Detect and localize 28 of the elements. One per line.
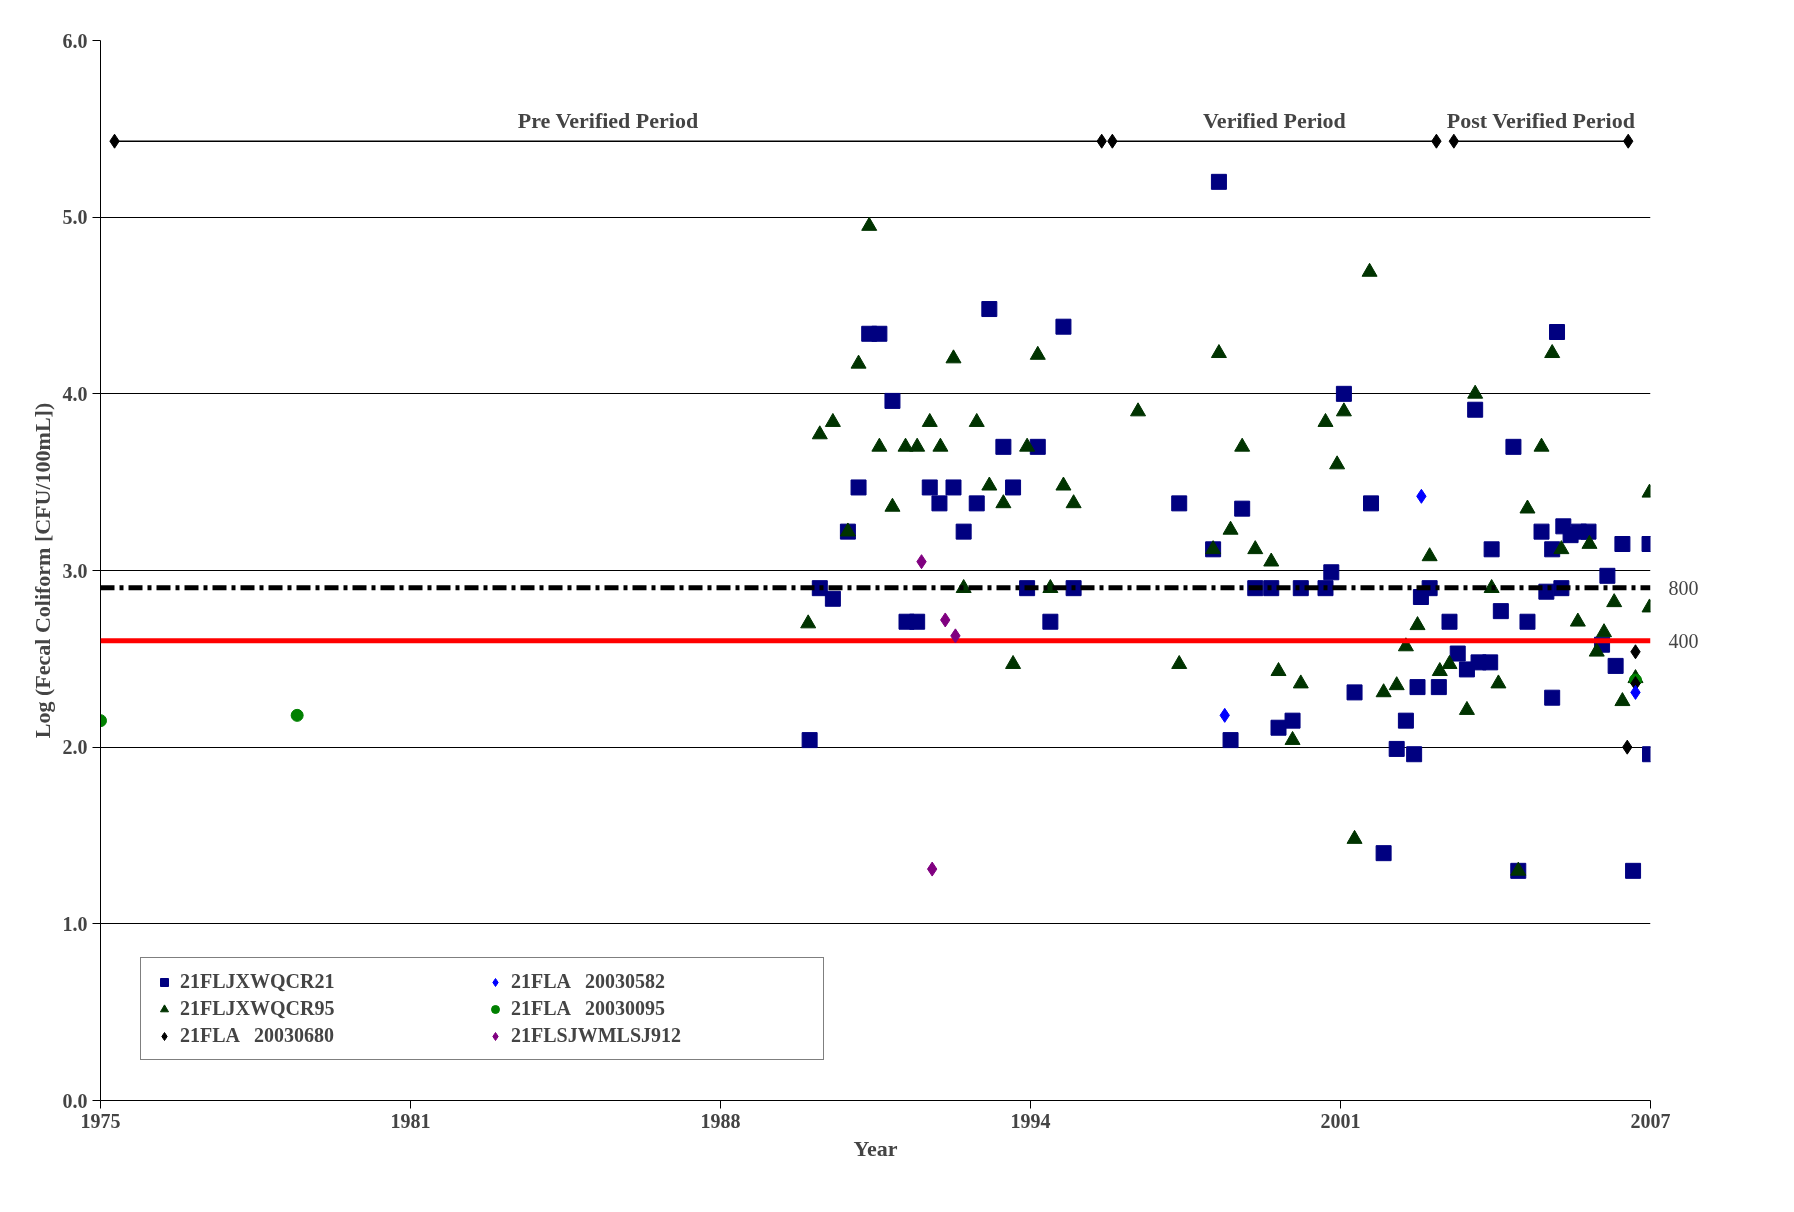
x-axis-title: Year	[853, 1135, 898, 1161]
annotation: Verified Period	[1203, 108, 1346, 134]
y-tick-label: 6.0	[62, 29, 88, 52]
point	[290, 708, 304, 722]
legend-label: 21FLJXWQCR21	[180, 970, 336, 993]
y-tick-label: 0.0	[62, 1089, 88, 1112]
legend-label: 21FLSJWMLSJ912	[511, 1024, 683, 1047]
y-tick-label: 4.0	[62, 382, 88, 405]
x-tick-label: 1988	[700, 1109, 741, 1132]
legend-label: 21FLJXWQCR95	[180, 997, 336, 1020]
x-tick-label: 1994	[1010, 1109, 1051, 1132]
x-tick-label: 2001	[1320, 1109, 1361, 1132]
y-tick-label: 1.0	[62, 912, 88, 935]
x-tick-label: 1981	[390, 1109, 431, 1132]
x-tick-label: 2007	[1630, 1109, 1671, 1132]
annotation: Pre Verified Period	[517, 108, 699, 134]
legend-label: 21FLA 20030680	[180, 1024, 335, 1047]
y-tick-label: 5.0	[62, 206, 88, 229]
x-tick-label: 1975	[80, 1109, 121, 1132]
point	[1448, 133, 1460, 149]
annotation: 400	[1668, 629, 1699, 652]
annotation: 800	[1668, 576, 1699, 599]
legend-label: 21FLA 20030582	[511, 970, 666, 993]
legend-label: 21FLA 20030095	[511, 997, 666, 1020]
y-tick-label: 2.0	[62, 736, 88, 759]
y-tick-label: 3.0	[62, 559, 88, 582]
y-axis-title: Log (Fecal Coliform [CFU/100mL])	[29, 402, 55, 739]
annotation: Post Verified Period	[1446, 108, 1635, 134]
